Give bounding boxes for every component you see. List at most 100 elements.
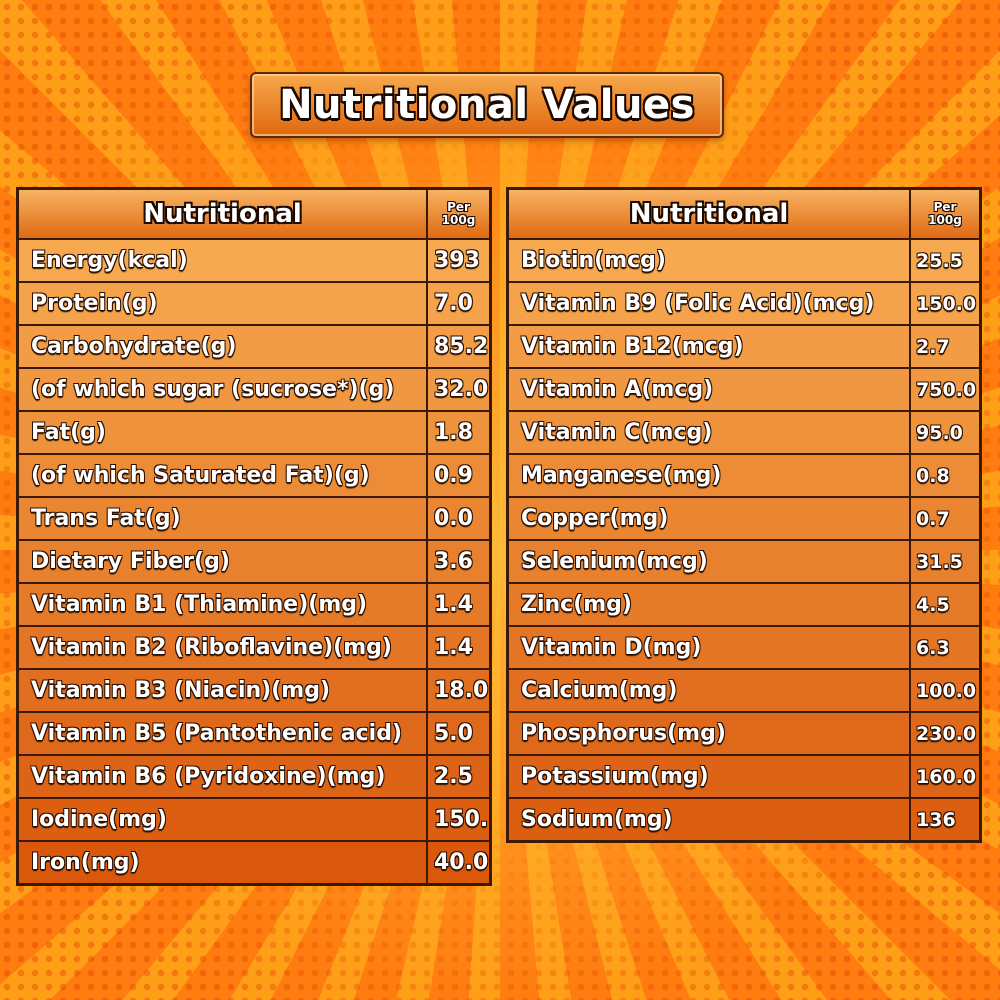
nutrient-name: Phosphorus(mg)	[508, 712, 910, 755]
nutrient-value: 85.2	[427, 325, 490, 368]
nutrient-name: Energy(kcal)	[18, 239, 427, 282]
header-nutritional-cell: Nutritional	[508, 189, 910, 239]
nutrient-value: 25.5	[910, 239, 980, 282]
nutrient-name: Vitamin B3 (Niacin)(mg)	[18, 669, 427, 712]
table-row: Sodium(mg) 136	[508, 798, 980, 841]
table-row: Potassium(mg) 160.0	[508, 755, 980, 798]
nutrient-value: 2.7	[910, 325, 980, 368]
title-banner: Nutritional Values	[250, 72, 724, 138]
nutrient-value: 7.0	[427, 282, 490, 325]
table-row: Zinc(mg) 4.5	[508, 583, 980, 626]
nutrient-value: 1.8	[427, 411, 490, 454]
table-row: (of which sugar (sucrose*)(g) 32.0	[18, 368, 490, 411]
header-per-line: Per	[933, 200, 957, 214]
header-nutritional-cell: Nutritional	[18, 189, 427, 239]
nutrient-name: Carbohydrate(g)	[18, 325, 427, 368]
nutrient-name: Vitamin A(mcg)	[508, 368, 910, 411]
header-nutritional-label: Nutritional	[143, 199, 302, 229]
nutrient-name: Fat(g)	[18, 411, 427, 454]
nutrient-value: 1.4	[427, 626, 490, 669]
nutrient-value: 0.0	[427, 497, 490, 540]
nutrient-name: Protein(g)	[18, 282, 427, 325]
nutrient-name: Vitamin B1 (Thiamine)(mg)	[18, 583, 427, 626]
nutrient-value: 18.0	[427, 669, 490, 712]
table-row: Dietary Fiber(g) 3.6	[18, 540, 490, 583]
table-row: Vitamin B9 (Folic Acid)(mcg) 150.0	[508, 282, 980, 325]
table-row: Vitamin B2 (Riboflavine)(mg) 1.4	[18, 626, 490, 669]
table-row: Vitamin B1 (Thiamine)(mg) 1.4	[18, 583, 490, 626]
table-row: Manganese(mg) 0.8	[508, 454, 980, 497]
table-row: Vitamin C(mcg) 95.0	[508, 411, 980, 454]
nutrient-value: 393	[427, 239, 490, 282]
nutrient-value: 750.0	[910, 368, 980, 411]
table-row: Vitamin B6 (Pyridoxine)(mg) 2.5	[18, 755, 490, 798]
nutrient-value: 150.0	[910, 282, 980, 325]
table-row: Vitamin A(mcg) 750.0	[508, 368, 980, 411]
table-row: (of which Saturated Fat)(g) 0.9	[18, 454, 490, 497]
table-row: Energy(kcal) 393	[18, 239, 490, 282]
nutrition-table-right: Nutritional Per 100g Biotin(mcg) 25.5 Vita…	[506, 187, 982, 843]
table-row: Vitamin D(mg) 6.3	[508, 626, 980, 669]
nutrient-value: 136	[910, 798, 980, 841]
nutrient-value: 40.0	[427, 841, 490, 884]
header-100g-line: 100g	[441, 213, 476, 227]
nutrient-value: 0.8	[910, 454, 980, 497]
nutrient-name: (of which Saturated Fat)(g)	[18, 454, 427, 497]
nutrient-value: 5.0	[427, 712, 490, 755]
nutrient-name: Selenium(mcg)	[508, 540, 910, 583]
nutrient-name: Iodine(mg)	[18, 798, 427, 841]
nutrient-value: 95.0	[910, 411, 980, 454]
nutrient-name: Biotin(mcg)	[508, 239, 910, 282]
nutrient-value: 160.0	[910, 755, 980, 798]
nutrient-value: 6.3	[910, 626, 980, 669]
nutrient-value: 0.7	[910, 497, 980, 540]
nutrient-name: Vitamin B6 (Pyridoxine)(mg)	[18, 755, 427, 798]
header-per-line: Per	[447, 200, 470, 214]
nutrient-value: 4.5	[910, 583, 980, 626]
table-row: Copper(mg) 0.7	[508, 497, 980, 540]
nutrient-value: 32.0	[427, 368, 490, 411]
nutrient-name: Iron(mg)	[18, 841, 427, 884]
nutrition-table-left: Nutritional Per 100g Energy(kcal) 393 Prot…	[16, 187, 492, 886]
nutrient-name: Vitamin B2 (Riboflavine)(mg)	[18, 626, 427, 669]
table-row: Selenium(mcg) 31.5	[508, 540, 980, 583]
header-per-100g-label: Per 100g	[439, 201, 479, 227]
nutrient-value: 0.9	[427, 454, 490, 497]
nutrient-value: 3.6	[427, 540, 490, 583]
nutrient-name: Calcium(mg)	[508, 669, 910, 712]
table-row: Fat(g) 1.8	[18, 411, 490, 454]
table-row: Trans Fat(g) 0.0	[18, 497, 490, 540]
nutrient-value: 230.0	[910, 712, 980, 755]
header-100g-line: 100g	[928, 213, 962, 227]
nutrient-name: Manganese(mg)	[508, 454, 910, 497]
nutrient-name: Vitamin C(mcg)	[508, 411, 910, 454]
nutrient-value: 31.5	[910, 540, 980, 583]
nutrient-name: Copper(mg)	[508, 497, 910, 540]
nutrient-name: (of which sugar (sucrose*)(g)	[18, 368, 427, 411]
table-header: Nutritional Per 100g	[508, 189, 980, 239]
header-nutritional-label: Nutritional	[629, 199, 789, 229]
table-row: Vitamin B12(mcg) 2.7	[508, 325, 980, 368]
table-row: Calcium(mg) 100.0	[508, 669, 980, 712]
nutrient-name: Potassium(mg)	[508, 755, 910, 798]
nutrient-name: Vitamin B5 (Pantothenic acid)	[18, 712, 427, 755]
header-per-100g-cell: Per 100g	[427, 189, 490, 239]
table-row: Vitamin B3 (Niacin)(mg) 18.0	[18, 669, 490, 712]
table-row: Protein(g) 7.0	[18, 282, 490, 325]
nutrient-name: Dietary Fiber(g)	[18, 540, 427, 583]
table-header: Nutritional Per 100g	[18, 189, 490, 239]
nutrient-name: Vitamin D(mg)	[508, 626, 910, 669]
table-row: Phosphorus(mg) 230.0	[508, 712, 980, 755]
nutrient-name: Sodium(mg)	[508, 798, 910, 841]
table-body: Biotin(mcg) 25.5 Vitamin B9 (Folic Acid)(m…	[508, 239, 980, 841]
nutrient-value: 100.0	[910, 669, 980, 712]
nutrient-name: Vitamin B9 (Folic Acid)(mcg)	[508, 282, 910, 325]
table-body: Energy(kcal) 393 Protein(g) 7.0 Carbohydrate…	[18, 239, 490, 884]
table-row: Biotin(mcg) 25.5	[508, 239, 980, 282]
nutrient-value: 1.4	[427, 583, 490, 626]
table-row: Vitamin B5 (Pantothenic acid) 5.0	[18, 712, 490, 755]
table-row: Iron(mg) 40.0	[18, 841, 490, 884]
table-row: Carbohydrate(g) 85.2	[18, 325, 490, 368]
nutrient-name: Zinc(mg)	[508, 583, 910, 626]
header-per-100g-label: Per 100g	[925, 201, 965, 227]
